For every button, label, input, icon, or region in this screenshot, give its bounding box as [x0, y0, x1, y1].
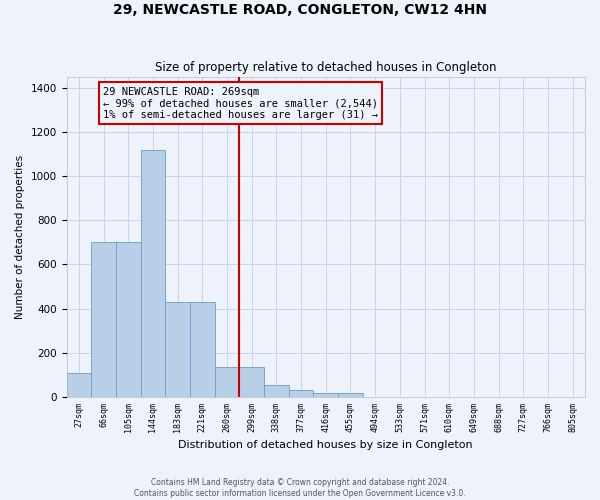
Bar: [313, 394, 338, 397]
Bar: [289, 390, 313, 397]
Bar: [338, 394, 363, 397]
Bar: [239, 367, 264, 397]
Bar: [91, 242, 116, 397]
Bar: [215, 367, 239, 397]
Text: Contains HM Land Registry data © Crown copyright and database right 2024.
Contai: Contains HM Land Registry data © Crown c…: [134, 478, 466, 498]
Bar: [264, 384, 289, 397]
Bar: [190, 302, 215, 397]
Bar: [140, 150, 165, 397]
Bar: [67, 372, 91, 397]
Y-axis label: Number of detached properties: Number of detached properties: [15, 155, 25, 319]
Bar: [116, 242, 140, 397]
Title: Size of property relative to detached houses in Congleton: Size of property relative to detached ho…: [155, 62, 497, 74]
Bar: [165, 302, 190, 397]
Text: 29 NEWCASTLE ROAD: 269sqm
← 99% of detached houses are smaller (2,544)
1% of sem: 29 NEWCASTLE ROAD: 269sqm ← 99% of detac…: [103, 86, 378, 120]
X-axis label: Distribution of detached houses by size in Congleton: Distribution of detached houses by size …: [178, 440, 473, 450]
Text: 29, NEWCASTLE ROAD, CONGLETON, CW12 4HN: 29, NEWCASTLE ROAD, CONGLETON, CW12 4HN: [113, 2, 487, 16]
